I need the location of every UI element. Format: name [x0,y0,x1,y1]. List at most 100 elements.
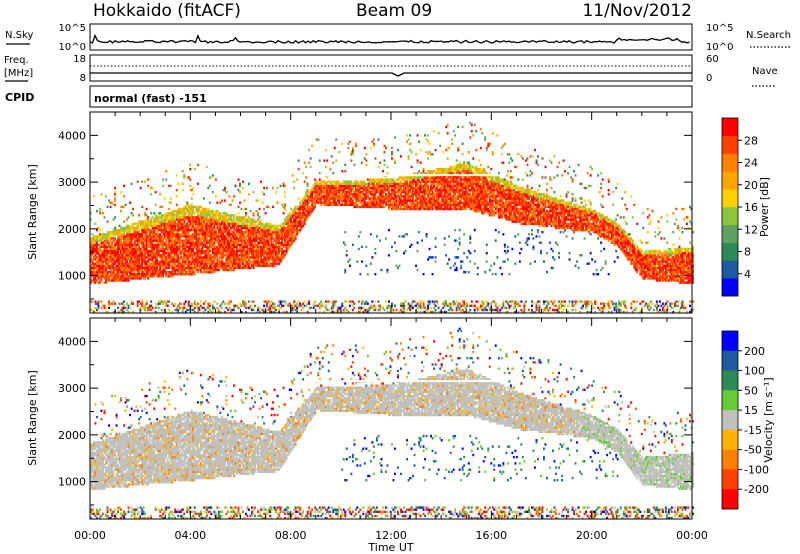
power-cell [153,245,156,249]
power-cell [222,260,225,263]
power-cell [135,233,138,236]
power-cell [112,245,115,249]
power-cell [281,233,283,236]
power-cell [118,247,121,251]
power-cell [117,270,119,274]
power-cell [135,273,138,276]
power-cell [159,222,162,225]
power-cell [120,249,122,253]
power-cell [213,258,216,261]
power-cell [94,266,97,270]
power-cell [150,262,153,265]
power-cell [344,188,347,192]
power-cell [166,224,169,228]
power-cell [189,167,192,171]
power-cell [135,222,138,225]
power-cell [136,260,139,263]
power-cell [305,304,308,307]
power-cell [112,256,115,259]
power-cell [386,268,389,272]
power-cell [126,258,128,261]
power-cell [126,249,128,253]
power-cell [123,205,125,209]
power-cell [127,252,130,255]
power-cell [90,254,92,257]
power-cell [94,279,97,282]
power-cell [193,212,196,215]
power-cell [148,256,151,259]
power-cell [208,201,211,204]
power-cell [168,266,171,270]
power-cell [129,226,131,230]
noise-left-tick-top: 10^5 [59,23,86,34]
power-cell [147,216,150,219]
power-cell [202,197,205,200]
power-cell [400,193,402,196]
power-cell [114,239,116,242]
power-cell [207,207,210,211]
power-cell [99,233,101,236]
power-cell [151,249,154,253]
power-cell [237,178,240,181]
power-cell [129,260,131,263]
power-cell [154,254,157,257]
power-cell [129,241,131,244]
power-cell [165,212,168,215]
power-cell [306,182,309,185]
power-cell [219,226,222,230]
power-cell [156,241,159,244]
power-cell [193,300,196,303]
power-cell [251,241,253,244]
power-cell [363,184,366,188]
power-cell [219,212,222,215]
power-cell [117,235,119,238]
power-cell [237,188,240,192]
power-cell [147,243,150,246]
power-cell [270,239,273,242]
power-cell [117,256,119,259]
power-cell [154,256,157,259]
power-cell [126,254,128,257]
power-cell [126,247,128,251]
power-cell [120,209,122,213]
power-cell [395,201,398,204]
power-cell [385,146,387,150]
power-cell [279,184,282,188]
power-cell [357,247,360,251]
power-cell [153,270,156,274]
power-cell [153,273,156,276]
power-cell [163,197,166,200]
power-cell [187,300,190,303]
power-cell [109,264,112,267]
power-cell [360,161,363,164]
power-cell [165,273,168,276]
power-cell [145,302,148,305]
power-cell [350,159,353,162]
power-cell [150,233,153,236]
power-cell [109,275,112,278]
power-cell [239,201,241,204]
power-cell [112,218,115,221]
power-cell [189,178,192,181]
power-cell [145,252,148,255]
power-cell [106,254,109,257]
power-cell [163,224,166,228]
power-cell [100,237,103,240]
power-cell [157,249,160,253]
power-cell [335,201,338,204]
power-cell [163,264,166,267]
power-cell [123,310,125,314]
power-cell [105,247,107,251]
power-cell [138,266,141,270]
power-cell [100,268,103,272]
power-cell [112,264,115,267]
power-cell [108,258,110,261]
power-cell [388,254,390,257]
power-cell [282,304,285,307]
power-cell [195,231,198,234]
power-cell [127,275,130,278]
power-cell [320,193,323,196]
power-cell [379,304,381,307]
power-cell [150,193,153,196]
power-cell [103,241,106,244]
